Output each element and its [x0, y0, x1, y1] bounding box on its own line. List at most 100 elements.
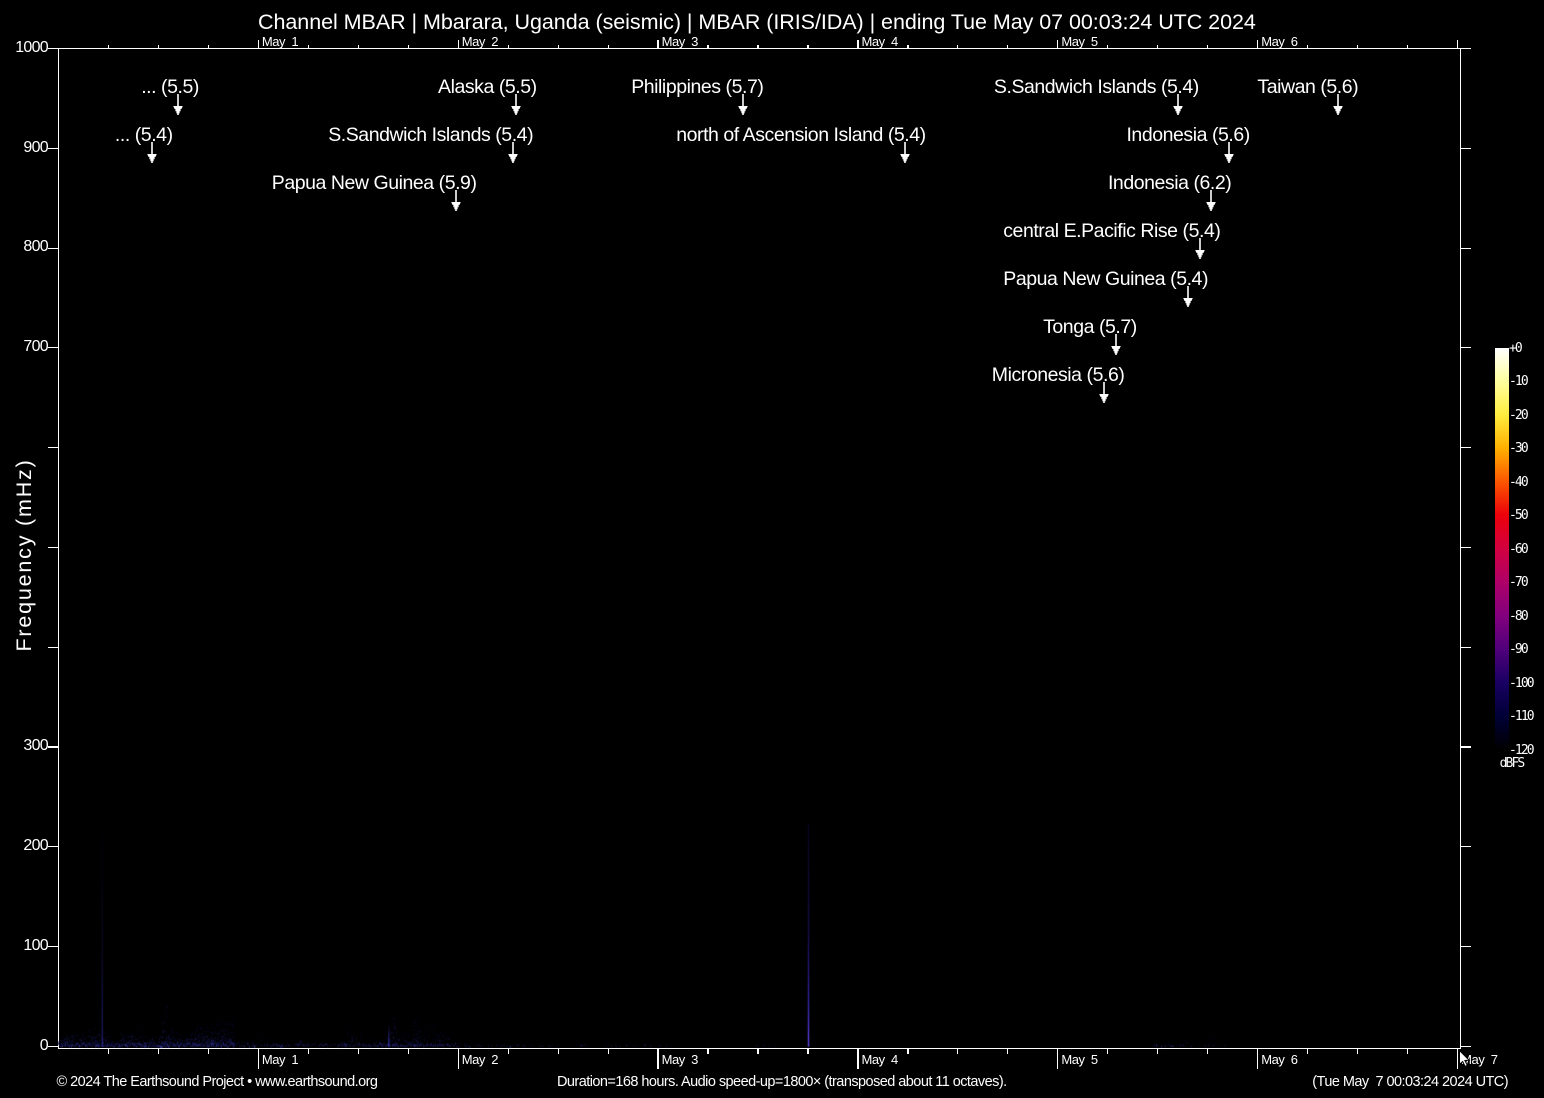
- x-minor-tick-bottom: [1307, 1048, 1309, 1055]
- x-minor-tick-bottom: [757, 1048, 759, 1055]
- x-minor-tick-top: [807, 44, 809, 49]
- x-minor-tick-bottom: [107, 1048, 109, 1055]
- x-major-tick-bottom: [1057, 1048, 1059, 1070]
- x-minor-tick-bottom: [407, 1048, 409, 1055]
- event-label: Taiwan (5.6): [1257, 76, 1359, 99]
- event-label: S.Sandwich Islands (5.4): [328, 124, 534, 147]
- event-label: central E.Pacific Rise (5.4): [1003, 220, 1221, 243]
- event-label: north of Ascension Island (5.4): [676, 124, 926, 147]
- y-tick-left: [47, 945, 59, 948]
- x-minor-tick-bottom: [807, 1048, 809, 1055]
- colorbar-tick-label: +0: [1509, 340, 1523, 356]
- y-tick-right: [1460, 247, 1471, 249]
- x-major-tick-top: [257, 39, 259, 49]
- event-arrow: [1111, 334, 1122, 356]
- event-arrow: [1332, 94, 1343, 116]
- x-tick-label-bottom: May 2: [461, 1052, 499, 1068]
- event-arrow: [507, 142, 518, 164]
- x-minor-tick-top: [607, 44, 609, 49]
- y-tick-left: [47, 546, 59, 549]
- colorbar-tick-label: -80: [1509, 608, 1529, 624]
- x-major-tick-bottom: [857, 1048, 859, 1070]
- event-label: ... (5.5): [141, 76, 199, 99]
- x-minor-tick-top: [1157, 44, 1159, 49]
- x-minor-tick-top: [1307, 44, 1309, 49]
- x-minor-tick-top: [307, 44, 309, 49]
- x-tick-label-bottom: May 3: [661, 1052, 699, 1068]
- colorbar-tick-label: -20: [1509, 407, 1529, 423]
- event-arrow: [1195, 238, 1205, 260]
- x-major-tick-top: [1257, 39, 1259, 49]
- x-tick-label-top: May 3: [661, 33, 699, 49]
- x-minor-tick-top: [1357, 44, 1359, 49]
- mouse-cursor[interactable]: [1459, 1049, 1483, 1074]
- y-tick-label: 300: [23, 737, 48, 755]
- x-minor-tick-bottom: [1357, 1048, 1359, 1055]
- x-minor-tick-bottom: [1207, 1048, 1209, 1055]
- x-tick-label-bottom: May 1: [261, 1052, 299, 1068]
- colorbar-tick-label: -40: [1509, 474, 1529, 490]
- y-axis-title: Frequency (mHz): [11, 457, 36, 652]
- x-minor-tick-bottom: [357, 1048, 359, 1055]
- x-minor-tick-top: [1407, 44, 1409, 49]
- x-minor-tick-bottom: [1407, 1048, 1409, 1055]
- x-minor-tick-top: [757, 44, 759, 49]
- event-arrow: [900, 142, 910, 164]
- x-minor-tick-bottom: [207, 1048, 209, 1055]
- event-label: ... (5.4): [114, 124, 173, 147]
- event-label: Tonga (5.7): [1043, 316, 1137, 339]
- x-minor-tick-top: [507, 44, 509, 49]
- event-label: Papua New Guinea (5.4): [1003, 268, 1208, 291]
- y-tick-left: [47, 746, 59, 748]
- x-major-tick-bottom: [1257, 1048, 1259, 1070]
- colorbar-tick-label: -70: [1509, 575, 1529, 591]
- x-major-tick-top: [657, 39, 659, 49]
- y-tick-label: 1000: [15, 38, 48, 56]
- y-tick-left: [47, 1045, 59, 1047]
- y-tick-right: [1460, 447, 1471, 449]
- x-minor-tick-top: [357, 44, 359, 49]
- event-arrow: [1182, 286, 1193, 308]
- x-tick-label-bottom: May 4: [861, 1052, 899, 1068]
- y-tick-right: [1460, 945, 1471, 948]
- x-minor-tick-bottom: [307, 1048, 309, 1055]
- colorbar-tick-label: -30: [1509, 441, 1529, 457]
- y-tick-right: [1460, 347, 1471, 349]
- y-tick-left: [47, 247, 59, 249]
- x-tick-label-bottom: May 5: [1061, 1052, 1098, 1068]
- y-tick-label: 0: [39, 1036, 49, 1054]
- y-tick-right: [1460, 1045, 1471, 1047]
- x-tick-label-top: May 6: [1261, 33, 1298, 49]
- x-minor-tick-top: [957, 44, 959, 49]
- event-label: Micronesia (5.6): [991, 364, 1125, 387]
- y-tick-left: [47, 447, 59, 449]
- x-minor-tick-top: [1207, 44, 1209, 49]
- event-arrow: [511, 94, 521, 116]
- x-major-tick-top: [457, 39, 459, 49]
- y-tick-left: [47, 47, 59, 50]
- x-minor-tick-top: [1107, 44, 1109, 49]
- x-tick-label-top: May 5: [1061, 33, 1098, 49]
- x-major-tick-bottom: [457, 1048, 459, 1070]
- y-tick-right: [1460, 147, 1471, 149]
- event-arrow: [738, 94, 748, 116]
- y-tick-label: 100: [23, 936, 48, 954]
- y-tick-left: [47, 347, 59, 349]
- event-arrow: [451, 190, 461, 212]
- x-major-tick-top: [1057, 39, 1059, 49]
- x-tick-label-top: May 2: [461, 33, 499, 49]
- x-minor-tick-bottom: [607, 1048, 609, 1055]
- x-minor-tick-bottom: [1157, 1048, 1159, 1055]
- event-arrow: [1173, 94, 1184, 116]
- x-minor-tick-bottom: [157, 1048, 159, 1055]
- event-arrow: [1205, 190, 1216, 212]
- x-minor-tick-bottom: [1107, 1048, 1109, 1055]
- x-tick-label-top: May 1: [261, 33, 299, 49]
- event-label: Papua New Guinea (5.9): [271, 172, 477, 195]
- colorbar-gradient: [1494, 348, 1510, 750]
- y-tick-label: 700: [23, 338, 48, 356]
- footer-timestamp: (Tue May 7 00:03:24 2024 UTC): [1312, 1074, 1508, 1091]
- x-major-tick-bottom: [657, 1048, 659, 1070]
